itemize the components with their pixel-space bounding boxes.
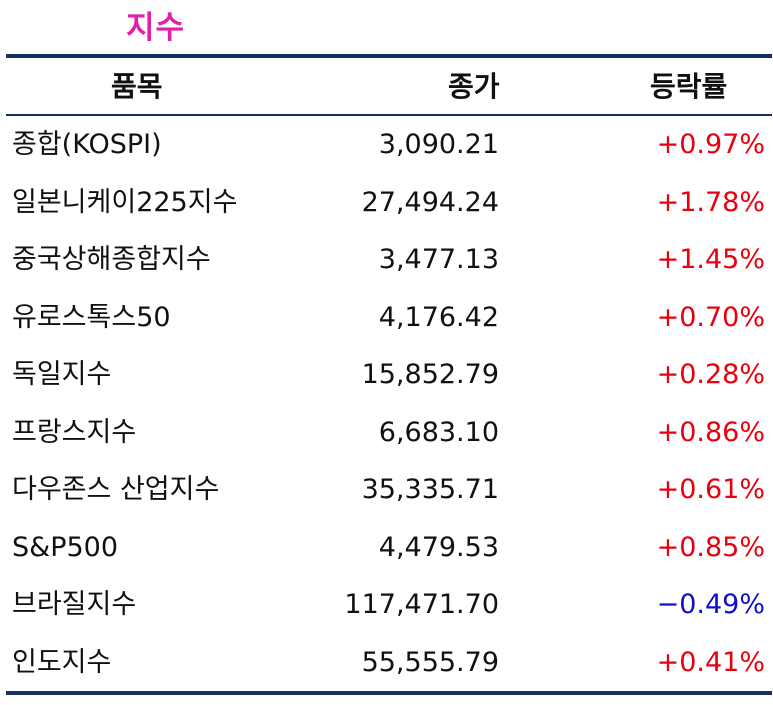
table-row: 브라질지수 117,471.70 −0.49% (0, 576, 773, 634)
change-rate: +1.78% (656, 186, 765, 218)
table-row: 일본니케이225지수 27,494.24 +1.78% (0, 174, 773, 232)
table-row: 종합(KOSPI) 3,090.21 +0.97% (0, 116, 773, 174)
index-name: 종합(KOSPI) (12, 129, 162, 160)
change-rate: +0.61% (656, 474, 765, 505)
index-name: 다우존스 산업지수 (12, 474, 220, 505)
table-row: 프랑스지수 6,683.10 +0.86% (0, 404, 773, 462)
table-row: S&P500 4,479.53 +0.85% (0, 519, 773, 577)
closing-price: 3,090.21 (378, 129, 499, 160)
table-row: 다우존스 산업지수 35,335.71 +0.61% (0, 461, 773, 519)
section-title: 지수 (126, 10, 186, 46)
closing-price: 27,494.24 (361, 186, 499, 218)
closing-price: 55,555.79 (361, 646, 499, 678)
index-name: 프랑스지수 (12, 416, 137, 448)
table-bottom-rule (6, 691, 772, 695)
header-name: 품목 (111, 70, 163, 103)
table-row: 독일지수 15,852.79 +0.28% (0, 346, 773, 404)
index-name: 인도지수 (12, 646, 112, 678)
index-name: S&P500 (12, 531, 119, 563)
change-rate: +0.86% (656, 416, 765, 448)
index-table-body: 종합(KOSPI) 3,090.21 +0.97% 일본니케이225지수 27,… (0, 116, 773, 691)
index-name: 독일지수 (12, 359, 112, 390)
index-name: 중국상해종합지수 (12, 244, 211, 275)
closing-price: 35,335.71 (361, 474, 499, 505)
index-name: 브라질지수 (12, 589, 137, 620)
closing-price: 15,852.79 (361, 359, 499, 390)
closing-price: 4,479.53 (378, 531, 499, 563)
closing-price: 3,477.13 (378, 244, 499, 275)
index-name: 일본니케이225지수 (12, 186, 238, 218)
closing-price: 6,683.10 (378, 416, 499, 448)
change-rate: +0.28% (656, 359, 765, 390)
table-row: 인도지수 55,555.79 +0.41% (0, 634, 773, 692)
index-name: 유로스톡스50 (12, 301, 171, 333)
change-rate: +1.45% (656, 244, 765, 275)
change-rate: +0.70% (656, 301, 765, 333)
closing-price: 4,176.42 (378, 301, 499, 333)
change-rate: +0.85% (656, 531, 765, 563)
change-rate: −0.49% (656, 589, 765, 620)
closing-price: 117,471.70 (344, 589, 499, 620)
table-top-rule (6, 54, 772, 58)
table-row: 중국상해종합지수 3,477.13 +1.45% (0, 231, 773, 289)
header-rule (6, 114, 772, 116)
change-rate: +0.41% (656, 646, 765, 678)
table-row: 유로스톡스50 4,176.42 +0.70% (0, 289, 773, 347)
change-rate: +0.97% (656, 129, 765, 160)
header-change: 등락률 (650, 70, 728, 103)
header-close: 종가 (448, 70, 500, 103)
